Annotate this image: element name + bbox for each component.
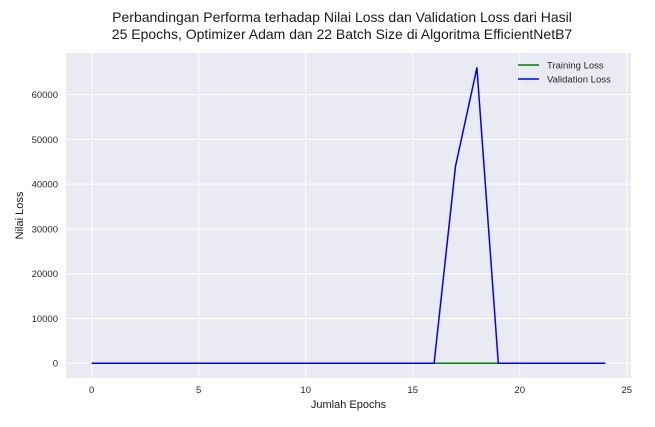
y-tick-label: 40000	[32, 180, 58, 191]
series-lines	[91, 67, 606, 364]
chart-title-line-1: Perbandingan Performa terhadap Nilai Los…	[112, 9, 572, 25]
y-axis-label: Nilai Loss	[14, 191, 26, 239]
series-line-validation-loss	[91, 67, 606, 364]
x-tick-label: 10	[300, 385, 311, 396]
plot-area	[66, 53, 631, 378]
x-tick-label: 15	[407, 385, 418, 396]
legend-item: Validation Loss	[518, 75, 611, 86]
grid-lines	[66, 53, 631, 378]
y-tick-label: 50000	[32, 135, 58, 146]
legend-item: Training Loss	[518, 61, 604, 72]
tick-labels: 0 5 10 15 20 25 0 10000 20000 30000 40000 50000 6000…	[32, 90, 632, 396]
y-tick-label: 30000	[32, 224, 58, 235]
legend-label: Training Loss	[547, 61, 604, 72]
y-tick-label: 60000	[32, 90, 58, 101]
x-axis-label: Jumlah Epochs	[311, 399, 387, 411]
x-tick-label: 25	[621, 385, 632, 396]
chart-title-line-2: 25 Epochs, Optimizer Adam dan 22 Batch S…	[112, 26, 573, 42]
legend: Training Loss Validation Loss	[518, 61, 611, 86]
x-tick-label: 0	[89, 385, 94, 396]
y-tick-label: 10000	[32, 314, 58, 325]
legend-label: Validation Loss	[547, 75, 611, 86]
y-tick-label: 0	[53, 359, 58, 370]
x-tick-label: 20	[514, 385, 525, 396]
x-tick-label: 5	[196, 385, 201, 396]
y-tick-label: 20000	[32, 269, 58, 280]
